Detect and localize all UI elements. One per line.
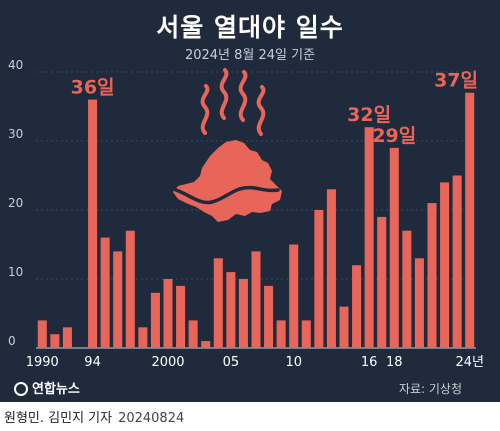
data-label: 36일 [71,77,115,99]
bar-1995 [100,237,110,348]
data-label: 37일 [434,70,478,92]
credit-date: 20240824 [118,411,185,426]
source-note: 자료: 기상청 [398,382,462,396]
bar-2005 [226,272,236,348]
bar-1999 [150,292,160,348]
heat-wave-center-left [219,68,229,120]
han-river [174,185,280,205]
seoul-map-shape [173,140,282,222]
x-tick-label: 94 [84,355,101,370]
logo-text: 연합뉴스 [32,382,80,397]
x-tick-label: 18 [386,355,403,370]
bar-2023 [452,175,462,348]
y-tick-label: 30 [8,127,23,141]
bar-1997 [125,230,135,348]
x-tick-label: 24년 [455,355,484,370]
x-tick-label: 05 [223,355,240,370]
bar-1998 [138,327,148,348]
yonhap-logo: 연합뉴스 [14,378,80,397]
bar-2013 [326,189,336,348]
bar-1990 [37,320,47,348]
bar-1991 [50,334,60,348]
y-tick-label: 20 [8,196,23,210]
bar-2001 [176,285,186,348]
credit-line: 원형민. 김민지 기자 20240824 [4,407,184,426]
bar-2018 [389,147,399,348]
bar-2016 [364,127,374,348]
heat-wave-left [200,84,210,135]
bar-2012 [314,210,324,348]
bar-1994 [88,99,98,348]
bar-2003 [201,341,211,348]
y-axis: 0 10 20 30 40 [8,58,23,348]
logo-icon [14,381,28,396]
bar-2019 [402,230,412,348]
x-axis: 1990 94 2000 05 10 16 18 24년 [26,355,484,370]
bar-2020 [414,258,424,348]
credit-authors: 원형민. 김민지 기자 [4,411,113,426]
x-tick-label: 2000 [151,355,184,370]
bar-2004 [213,258,223,348]
bar-2017 [377,216,387,348]
bar-2006 [238,279,248,348]
chart-subtitle: 2024년 8월 24일 기준 [184,48,316,63]
bar-2002 [188,320,198,348]
data-label: 32일 [347,104,391,126]
bar-2024 [465,92,475,348]
heat-wave-right [256,85,266,136]
bar-1992 [62,327,72,348]
bar-2022 [440,182,450,348]
y-tick-label: 10 [8,265,23,279]
bar-2015 [352,265,362,348]
seoul-map-heat-icon [173,68,282,222]
bar-2000 [163,279,173,348]
bar-chart: 0 10 20 30 40 1990 94 2000 05 10 16 18 24년 36일 32일29… [8,58,484,370]
x-tick-label: 1990 [26,355,59,370]
bar-2010 [289,244,299,348]
bar-1996 [113,251,123,348]
data-label: 29일 [372,125,416,147]
bar-2008 [264,285,274,348]
bars [37,92,475,348]
chart-title: 서울 열대야 일수 [156,13,344,42]
heat-wave-center-right [238,70,248,122]
bar-2014 [339,306,349,348]
bar-2011 [301,320,311,348]
bar-2007 [251,251,261,348]
x-tick-label: 16 [361,355,378,370]
bar-2009 [276,320,286,348]
y-tick-label: 0 [8,334,16,348]
chart-card: 서울 열대야 일수 2024년 8월 24일 기준 0 10 20 30 40 1990… [0,0,500,402]
x-tick-label: 10 [285,355,302,370]
y-tick-label: 40 [8,58,23,72]
bar-2021 [427,203,437,348]
